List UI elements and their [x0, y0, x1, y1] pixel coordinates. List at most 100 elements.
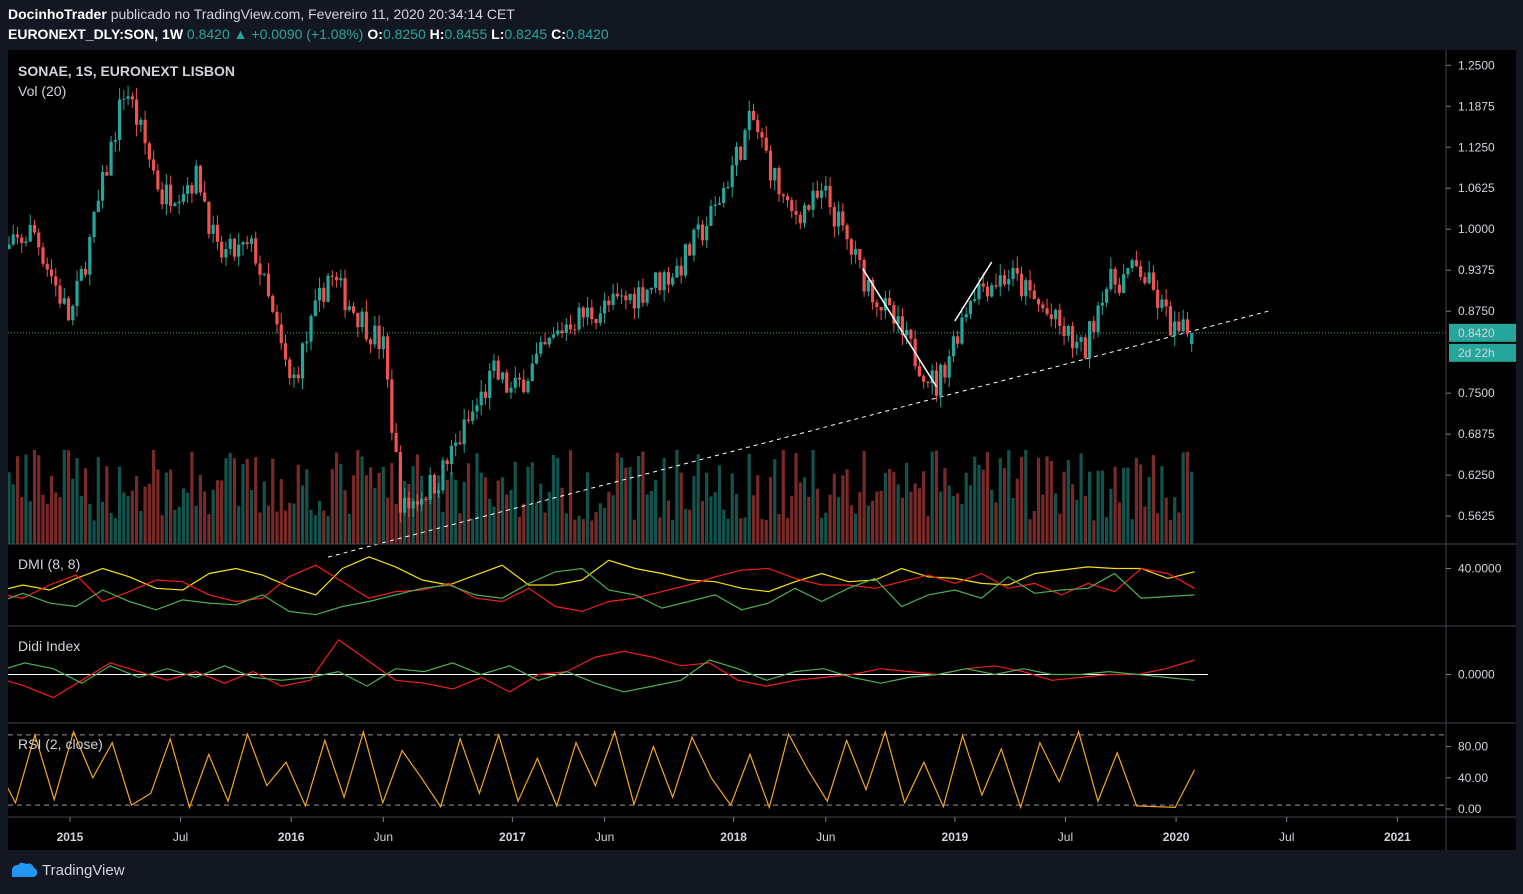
candle-body: [1156, 289, 1160, 308]
candle-body: [334, 276, 339, 281]
candle-body: [32, 224, 37, 233]
price-pane[interactable]: [8, 85, 1446, 558]
candle-body: [1143, 276, 1147, 284]
volume-bar: [117, 466, 122, 544]
volume-bar: [96, 457, 100, 544]
candle-body: [1011, 268, 1015, 280]
chart-area[interactable]: 1.2500 1.1875 1.1250 1.0625 1.0000 0.9375 0.87…: [8, 50, 1516, 850]
candle-body: [356, 312, 360, 328]
candle-body: [888, 298, 892, 306]
author-name[interactable]: DocinhoTrader: [8, 6, 107, 22]
volume-bar: [1083, 495, 1087, 544]
volume-bar: [641, 451, 645, 544]
candle-body: [96, 200, 100, 213]
y-tick-label: 0.8750: [1458, 304, 1495, 318]
candle-body: [66, 298, 71, 321]
volume-bar: [432, 486, 437, 544]
volume-bar: [394, 504, 398, 544]
x-tick-label: 2015: [57, 830, 84, 844]
candle-body: [232, 238, 237, 257]
candle-body: [892, 305, 896, 324]
close-value: 0.8420: [565, 26, 609, 42]
volume-bar: [747, 453, 751, 544]
candle-body: [88, 237, 92, 275]
volume-bar: [734, 494, 739, 544]
volume-bar: [956, 493, 960, 544]
volume-bar: [866, 505, 870, 544]
volume-bar: [237, 505, 241, 544]
candle-body: [547, 337, 551, 345]
volume-bar: [54, 492, 58, 544]
x-tick-label: 2018: [720, 830, 747, 844]
volume-bar: [1092, 520, 1096, 544]
volume-bar: [1160, 466, 1164, 544]
volume-bar: [471, 518, 475, 544]
volume-bar: [458, 513, 462, 544]
candle-body: [811, 190, 815, 210]
candle-body: [45, 263, 49, 270]
candle-body: [258, 263, 262, 275]
drawn-trendline[interactable]: [862, 268, 938, 388]
dmi-pane[interactable]: [8, 556, 1195, 616]
drawn-trendline[interactable]: [954, 261, 993, 322]
open-label: O:: [367, 26, 383, 42]
candle-body: [828, 185, 832, 208]
candle-body: [585, 307, 590, 318]
candle-body: [300, 343, 305, 379]
candle-body: [411, 501, 415, 509]
y-tick-label: 1.1250: [1458, 140, 1495, 154]
candle-body: [896, 316, 900, 324]
volume-bar: [364, 475, 368, 544]
volume-bar: [892, 472, 896, 544]
candle-body: [756, 119, 760, 133]
candle-body: [92, 212, 96, 238]
candle-body: [900, 316, 904, 336]
candle-body: [1122, 274, 1126, 294]
candle-body: [522, 379, 526, 393]
candle-body: [760, 132, 764, 138]
volume-bar: [1075, 499, 1079, 544]
candle-body: [194, 165, 198, 194]
candle-body: [28, 224, 32, 242]
candle-body: [275, 311, 279, 325]
candle-body: [747, 110, 751, 131]
volume-bar: [675, 450, 679, 544]
volume-bar: [968, 485, 973, 544]
axes: 1.2500 1.1875 1.1250 1.0625 1.0000 0.9375 0.87…: [8, 50, 1516, 850]
didi-pane[interactable]: [8, 638, 1208, 699]
x-tick-label: 2016: [278, 830, 305, 844]
volume-bar: [58, 497, 62, 544]
candle-body: [905, 329, 909, 336]
candle-body: [751, 110, 756, 120]
tradingview-footer[interactable]: TradingView: [10, 861, 125, 879]
candle-body: [692, 229, 696, 256]
volume-bar: [386, 497, 390, 544]
volume-bar: [615, 452, 619, 544]
volume-bar: [441, 511, 445, 544]
candle-body: [688, 244, 692, 256]
volume-bar: [832, 473, 836, 544]
candle-body: [717, 203, 722, 205]
volume-bar: [777, 514, 781, 544]
volume-bar: [254, 457, 258, 544]
last-price-badge: [1449, 323, 1516, 342]
volume-bar: [768, 477, 773, 544]
volume-bar: [598, 503, 602, 544]
candle-body: [632, 293, 636, 309]
candle-body: [177, 201, 181, 204]
y-tick-label: 0.9375: [1458, 263, 1495, 277]
candle-body: [339, 278, 343, 281]
candle-body: [139, 119, 143, 125]
volume-bar: [819, 517, 824, 544]
volume-bar: [326, 516, 330, 544]
rsi-pane[interactable]: [8, 729, 1446, 810]
x-tick-label: 2021: [1384, 830, 1411, 844]
volume-bar: [802, 477, 807, 544]
candle-body: [943, 364, 947, 378]
volume-bar: [330, 469, 334, 544]
symbol-label[interactable]: EURONEXT_DLY:SON, 1W: [8, 26, 184, 42]
volume-bar: [20, 497, 24, 544]
volume-bar: [785, 518, 790, 544]
volume-bar: [279, 479, 283, 544]
support-trendline[interactable]: [327, 310, 1269, 558]
